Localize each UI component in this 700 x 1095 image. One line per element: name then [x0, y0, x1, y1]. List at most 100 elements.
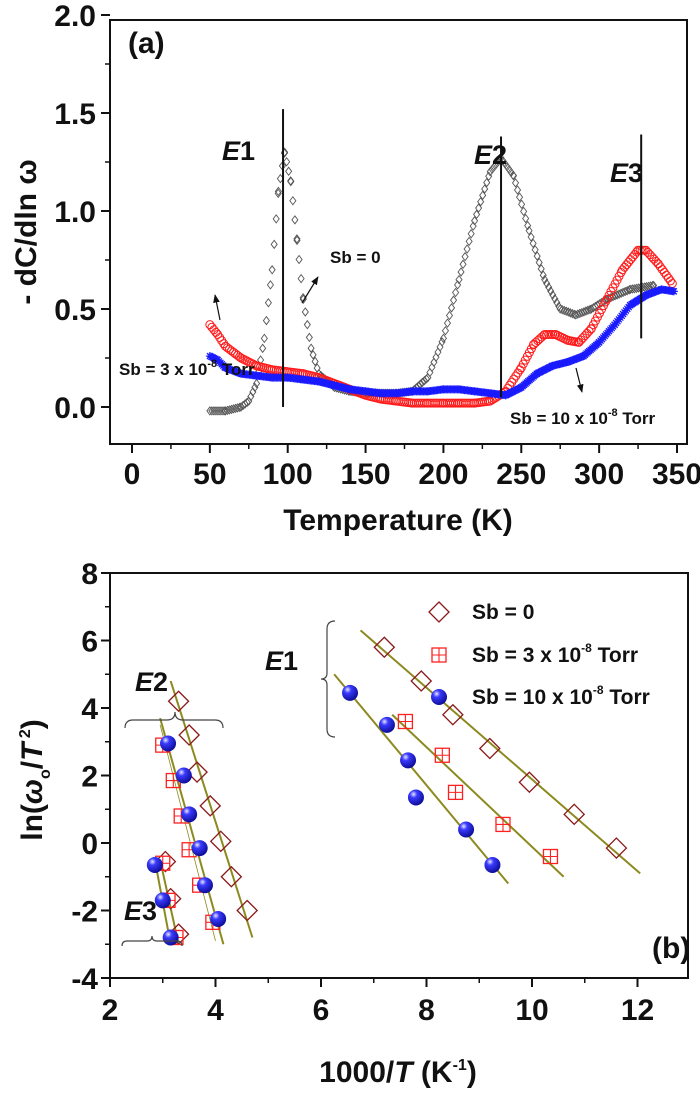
- data-point-sphere: [162, 929, 179, 946]
- data-point-diamond: [563, 803, 586, 826]
- panel-b-fit-lines: [153, 629, 641, 945]
- data-point: [268, 265, 276, 275]
- fit-line-e1: [359, 629, 641, 875]
- peak-label-e3: E3: [610, 158, 643, 188]
- data-point: [522, 213, 530, 224]
- data-point-diamond: [428, 601, 450, 623]
- data-point: [619, 287, 627, 298]
- data-point: [486, 167, 494, 177]
- y-tick-label: 0: [81, 828, 98, 861]
- data-point-diamond: [605, 837, 628, 859]
- fit-line-e2: [159, 717, 225, 945]
- y-tick-label: 8: [81, 558, 98, 591]
- data-point: [469, 221, 477, 231]
- data-point: [441, 326, 450, 336]
- data-point: [490, 161, 498, 172]
- data-point: [615, 289, 623, 299]
- data-point-diamond: [209, 830, 232, 853]
- data-point: [212, 406, 220, 416]
- bracket-e3: [121, 935, 183, 947]
- y-tick-label: 2.0: [54, 0, 96, 33]
- panel-b-label: (b): [652, 932, 690, 965]
- panel-a-peak-lines: [282, 109, 643, 407]
- data-point: [225, 405, 234, 415]
- data-point: [287, 176, 295, 187]
- data-point-boxed-plus: [495, 816, 511, 833]
- data-point: [430, 357, 438, 368]
- data-point: [208, 406, 216, 416]
- series-e2-sphere: [160, 735, 227, 927]
- data-point: [669, 287, 678, 296]
- data-point: [434, 347, 442, 357]
- data-point-sphere: [431, 689, 447, 705]
- data-point: [293, 235, 301, 246]
- panel-b-ticks: 2 4 6 8 10 12 -4 -2 0 2 4 6 8: [71, 558, 654, 1027]
- y-tick-label: -2: [71, 896, 98, 929]
- data-point-sphere: [175, 767, 192, 784]
- panel-b-frame: [109, 572, 689, 979]
- data-point: [467, 228, 475, 239]
- data-point: [624, 257, 634, 267]
- data-point: [657, 265, 667, 275]
- data-point: [622, 260, 632, 270]
- data-point: [516, 192, 524, 202]
- y-tick-label: 2: [81, 761, 98, 794]
- data-point: [428, 362, 436, 373]
- data-point: [295, 254, 303, 265]
- data-point: [289, 195, 297, 206]
- data-point: [584, 305, 592, 316]
- arrow-sb3: [213, 294, 221, 321]
- data-point: [661, 270, 671, 280]
- data-point: [221, 406, 229, 416]
- data-point: [520, 206, 528, 217]
- data-point: [525, 225, 533, 236]
- data-point: [582, 306, 590, 316]
- data-point: [262, 315, 270, 326]
- data-point-diamond: [186, 761, 208, 784]
- data-point: [477, 196, 485, 207]
- x-tick-label: 150: [341, 458, 391, 491]
- data-point: [481, 184, 489, 194]
- x-tick-label: 350: [652, 458, 700, 491]
- data-point-boxed-plus: [431, 647, 447, 663]
- data-point-sphere: [484, 856, 501, 873]
- annotation-sb0: Sb = 0: [330, 248, 381, 267]
- data-point: [586, 304, 594, 315]
- panel-a-y-axis-title: - dC/dln ω: [10, 159, 43, 304]
- data-point: [264, 297, 272, 308]
- x-tick-label: 10: [515, 994, 548, 1027]
- data-point: [529, 238, 537, 249]
- data-point: [214, 406, 222, 416]
- series-sb0: [206, 147, 658, 416]
- data-point-boxed-plus: [542, 848, 559, 865]
- data-point-diamond: [236, 899, 259, 922]
- data-point: [234, 403, 242, 413]
- fit-line-e2: [159, 724, 216, 941]
- group-label-e1: E1: [265, 646, 298, 676]
- marker-plus: [435, 748, 450, 763]
- bracket-e1: [320, 620, 336, 738]
- marker-plus: [543, 849, 558, 864]
- data-point: [560, 305, 568, 316]
- legend-entry-sb10: Sb = 10 x 10-8 Torr: [472, 683, 650, 709]
- data-point: [243, 397, 251, 408]
- x-tick-label: 4: [207, 994, 224, 1027]
- data-point: [584, 326, 594, 336]
- data-point-sphere: [181, 806, 198, 823]
- data-point: [465, 236, 473, 247]
- y-tick-label: 6: [81, 626, 98, 659]
- data-point: [553, 297, 561, 308]
- data-point: [206, 406, 214, 416]
- data-point: [311, 356, 319, 367]
- data-point: [535, 257, 543, 268]
- bracket-e2: [124, 711, 224, 729]
- panel-a: 0 50 100 150 200 250 300 350 0.0 0.5 1.0 1.5 2.0 (a)…: [10, 0, 700, 537]
- data-point: [274, 186, 282, 197]
- data-point: [541, 274, 549, 285]
- data-point: [558, 305, 566, 315]
- legend-entry-sb3: Sb = 3 x 10-8 Torr: [472, 641, 638, 667]
- data-point-diamond: [199, 794, 222, 817]
- fit-line-e2: [169, 680, 254, 938]
- data-point: [210, 406, 218, 416]
